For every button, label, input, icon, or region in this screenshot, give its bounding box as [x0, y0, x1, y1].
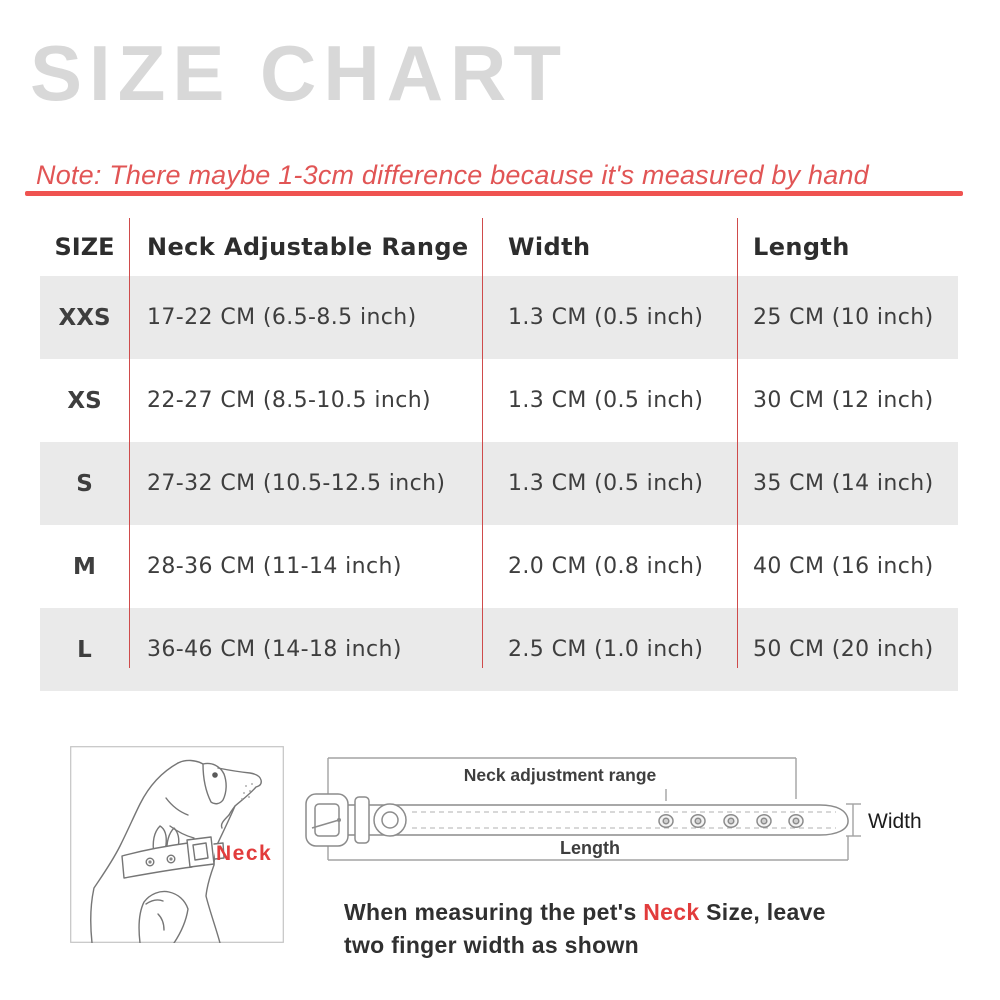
table-row: XS 22-27 CM (8.5-10.5 inch) 1.3 CM (0.5 …: [40, 359, 958, 442]
neck-label: Neck: [216, 842, 272, 865]
collar-holes: [658, 814, 804, 828]
caption-line-1: When measuring the pet's Neck Size, leav…: [344, 896, 904, 929]
cell-neck: 27-32 CM (10.5-12.5 inch): [147, 471, 446, 496]
table-row: M 28-36 CM (11-14 inch) 2.0 CM (0.8 inch…: [40, 525, 958, 608]
header-neck: Neck Adjustable Range: [147, 233, 469, 261]
cell-neck: 36-46 CM (14-18 inch): [147, 637, 402, 662]
table-row: S 27-32 CM (10.5-12.5 inch) 1.3 CM (0.5 …: [40, 442, 958, 525]
neck-adjustment-range-label: Neck adjustment range: [464, 765, 657, 785]
page-title: SIZE CHART: [30, 29, 568, 117]
note-text: Note: There maybe 1-3cm difference becau…: [36, 160, 869, 190]
column-divider: [737, 218, 738, 668]
table-row: L 36-46 CM (14-18 inch) 2.5 CM (1.0 inch…: [40, 608, 958, 691]
cell-length: 35 CM (14 inch): [753, 471, 934, 496]
header-length: Length: [753, 233, 850, 261]
column-divider: [482, 218, 483, 668]
cell-width: 2.5 CM (1.0 inch): [508, 637, 704, 662]
cell-length: 50 CM (20 inch): [753, 637, 934, 662]
cell-size: XXS: [58, 304, 111, 331]
cell-length: 25 CM (10 inch): [753, 305, 934, 330]
caption-line-2: two finger width as shown: [344, 932, 639, 958]
cell-width: 2.0 CM (0.8 inch): [508, 554, 704, 579]
cell-width: 1.3 CM (0.5 inch): [508, 471, 704, 496]
header-width: Width: [508, 233, 591, 261]
cell-size: XS: [67, 387, 102, 414]
cell-neck: 28-36 CM (11-14 inch): [147, 554, 402, 579]
column-divider: [129, 218, 130, 668]
cell-neck: 22-27 CM (8.5-10.5 inch): [147, 388, 432, 413]
table-row: XXS 17-22 CM (6.5-8.5 inch) 1.3 CM (0.5 …: [40, 276, 958, 359]
caption-text: When measuring the pet's: [344, 899, 644, 925]
cell-size: L: [77, 636, 92, 663]
caption-neck-highlight: Neck: [643, 899, 700, 925]
length-label: Length: [560, 838, 620, 858]
header-size: SIZE: [54, 233, 115, 261]
cell-length: 30 CM (12 inch): [753, 388, 934, 413]
caption-text: Size, leave: [699, 899, 826, 925]
cell-width: 1.3 CM (0.5 inch): [508, 305, 704, 330]
nose-stipple: [241, 783, 253, 800]
cell-size: S: [76, 470, 93, 497]
note-underline: [25, 191, 963, 196]
dog-sketch: [89, 759, 262, 943]
table-header-row: SIZE Neck Adjustable Range Width Length: [40, 218, 958, 276]
collar-dimension-diagram: Neck adjustment range Length Width: [305, 757, 922, 861]
measuring-caption: When measuring the pet's Neck Size, leav…: [344, 896, 904, 962]
width-label: Width: [868, 810, 922, 833]
cell-width: 1.3 CM (0.5 inch): [508, 388, 704, 413]
dog-measurement-illustration: Neck: [70, 746, 284, 943]
size-table: SIZE Neck Adjustable Range Width Length …: [40, 218, 958, 691]
cell-length: 40 CM (16 inch): [753, 554, 934, 579]
collar-illustration: [305, 793, 849, 847]
cell-size: M: [73, 553, 96, 580]
cell-neck: 17-22 CM (6.5-8.5 inch): [147, 305, 417, 330]
